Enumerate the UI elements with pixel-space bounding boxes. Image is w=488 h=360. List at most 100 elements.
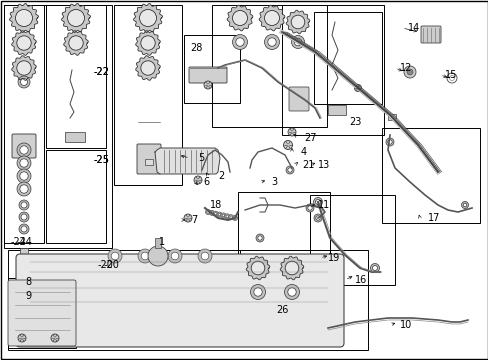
Circle shape bbox=[287, 168, 292, 172]
Circle shape bbox=[205, 210, 210, 215]
Circle shape bbox=[19, 200, 29, 210]
Text: 1: 1 bbox=[159, 237, 165, 247]
Bar bbox=[327, 105, 346, 115]
Text: -20: -20 bbox=[97, 260, 113, 270]
FancyBboxPatch shape bbox=[16, 254, 343, 347]
Circle shape bbox=[406, 69, 412, 75]
Bar bbox=[240, 250, 329, 320]
Circle shape bbox=[283, 140, 292, 149]
Circle shape bbox=[194, 176, 202, 184]
Circle shape bbox=[20, 185, 28, 193]
Bar bbox=[46, 150, 106, 243]
Text: 28: 28 bbox=[189, 43, 202, 53]
Polygon shape bbox=[9, 4, 39, 32]
Circle shape bbox=[17, 169, 31, 183]
Polygon shape bbox=[12, 31, 36, 55]
Text: 16: 16 bbox=[354, 275, 366, 285]
Text: 4: 4 bbox=[300, 147, 306, 157]
Circle shape bbox=[138, 249, 152, 263]
Polygon shape bbox=[63, 31, 88, 55]
Circle shape bbox=[19, 212, 29, 222]
Circle shape bbox=[111, 252, 119, 260]
Circle shape bbox=[20, 78, 27, 85]
Text: 23: 23 bbox=[348, 117, 361, 127]
Circle shape bbox=[139, 9, 156, 27]
FancyArrow shape bbox=[145, 159, 153, 165]
FancyBboxPatch shape bbox=[8, 280, 76, 346]
Bar bbox=[183, 35, 240, 103]
Circle shape bbox=[141, 61, 155, 75]
Circle shape bbox=[372, 266, 377, 270]
Text: 15: 15 bbox=[444, 70, 456, 80]
Circle shape bbox=[291, 15, 304, 29]
Circle shape bbox=[206, 211, 209, 213]
Circle shape bbox=[203, 81, 212, 89]
Bar bbox=[46, 5, 106, 148]
Text: 19: 19 bbox=[327, 253, 340, 263]
Text: 21: 21 bbox=[301, 160, 314, 170]
Polygon shape bbox=[135, 31, 160, 55]
Circle shape bbox=[224, 214, 229, 219]
Text: 6: 6 bbox=[203, 177, 209, 187]
Circle shape bbox=[285, 261, 298, 275]
Circle shape bbox=[217, 212, 222, 217]
Bar bbox=[313, 12, 381, 104]
Text: 7: 7 bbox=[190, 215, 197, 225]
Polygon shape bbox=[285, 10, 309, 34]
Circle shape bbox=[18, 76, 30, 88]
Circle shape bbox=[141, 36, 155, 50]
Text: -24: -24 bbox=[10, 237, 26, 247]
Circle shape bbox=[213, 211, 218, 216]
Circle shape bbox=[21, 214, 27, 220]
Bar bbox=[4, 5, 44, 243]
Bar bbox=[114, 5, 182, 185]
Circle shape bbox=[307, 206, 311, 210]
Circle shape bbox=[461, 202, 468, 208]
Text: -20: -20 bbox=[103, 260, 119, 270]
Bar bbox=[212, 5, 326, 127]
Text: -22: -22 bbox=[94, 67, 110, 77]
Circle shape bbox=[229, 216, 232, 219]
Circle shape bbox=[171, 252, 179, 260]
Bar bbox=[381, 128, 479, 223]
Circle shape bbox=[264, 10, 279, 26]
Circle shape bbox=[387, 140, 391, 144]
Polygon shape bbox=[133, 4, 162, 32]
FancyBboxPatch shape bbox=[12, 134, 36, 158]
Circle shape bbox=[462, 203, 466, 207]
Circle shape bbox=[183, 214, 192, 222]
Polygon shape bbox=[227, 5, 252, 31]
Circle shape bbox=[256, 234, 264, 242]
Circle shape bbox=[17, 182, 31, 196]
FancyBboxPatch shape bbox=[189, 67, 226, 83]
Bar bbox=[387, 114, 395, 120]
Text: 10: 10 bbox=[399, 320, 411, 330]
Text: 3: 3 bbox=[270, 177, 277, 187]
Circle shape bbox=[21, 226, 27, 232]
Circle shape bbox=[16, 9, 32, 27]
Circle shape bbox=[51, 334, 59, 342]
Text: 27: 27 bbox=[304, 133, 317, 143]
Polygon shape bbox=[135, 56, 160, 80]
Text: 18: 18 bbox=[209, 200, 222, 210]
Text: 17: 17 bbox=[427, 213, 439, 223]
Circle shape bbox=[235, 38, 244, 46]
Circle shape bbox=[225, 215, 228, 217]
Bar bbox=[238, 192, 329, 257]
Circle shape bbox=[257, 236, 262, 240]
Circle shape bbox=[232, 10, 247, 26]
Circle shape bbox=[264, 35, 279, 50]
Text: 11: 11 bbox=[317, 200, 329, 210]
Text: 8: 8 bbox=[25, 277, 31, 287]
Circle shape bbox=[17, 156, 31, 170]
Circle shape bbox=[20, 172, 28, 180]
Circle shape bbox=[67, 9, 84, 27]
Circle shape bbox=[403, 66, 415, 78]
Circle shape bbox=[18, 334, 26, 342]
Text: -25: -25 bbox=[94, 155, 110, 165]
Circle shape bbox=[284, 284, 299, 300]
FancyBboxPatch shape bbox=[420, 26, 440, 43]
Polygon shape bbox=[280, 256, 303, 280]
Circle shape bbox=[305, 204, 313, 212]
Polygon shape bbox=[12, 56, 36, 80]
